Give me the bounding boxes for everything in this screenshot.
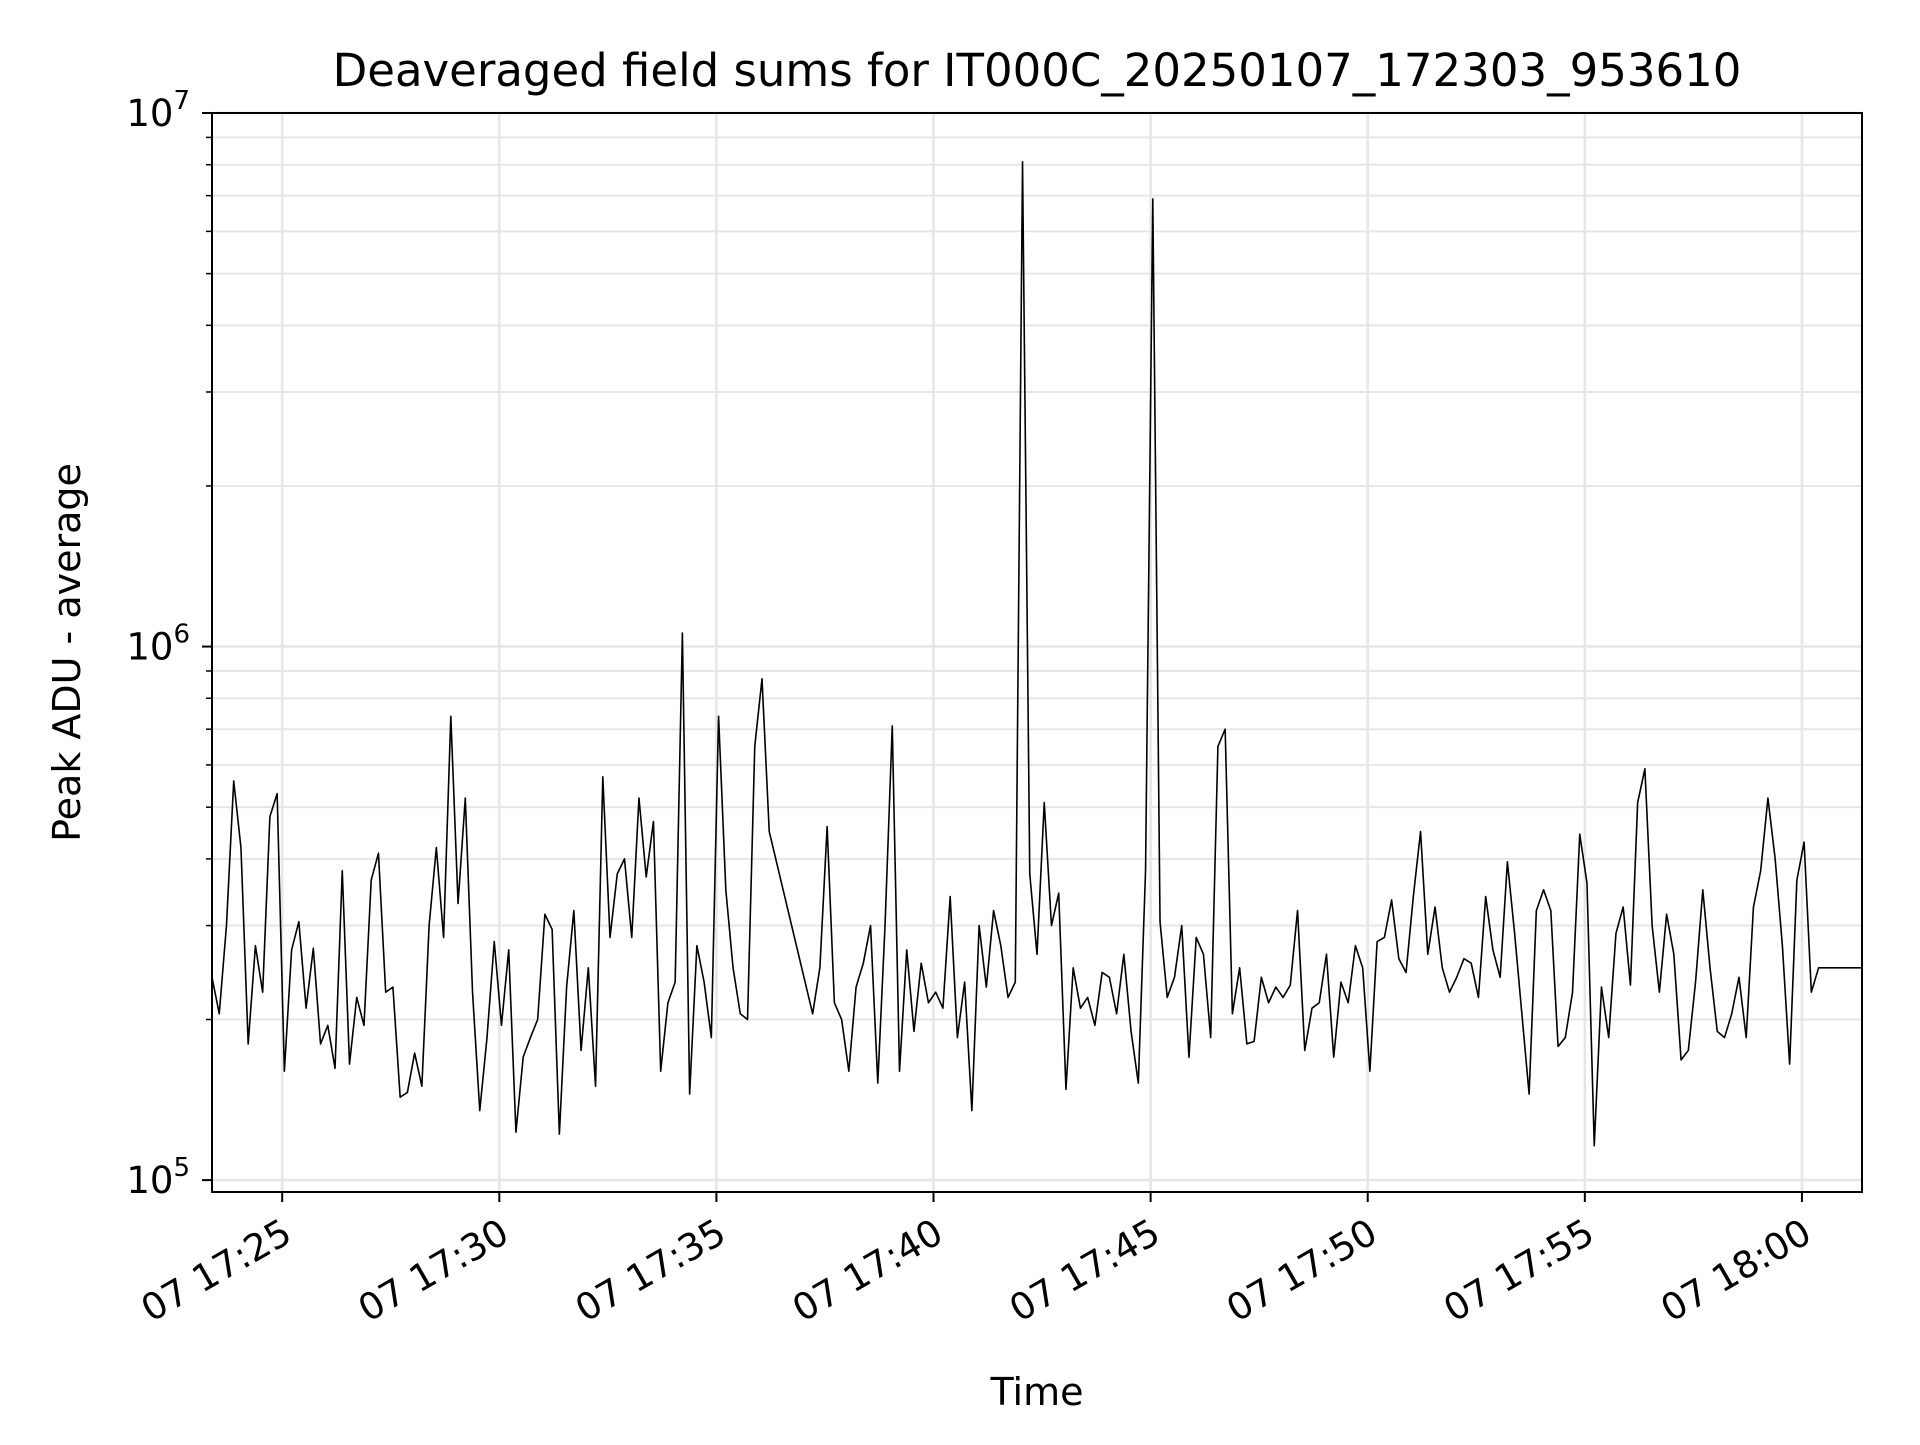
y-tick-base: 10 bbox=[126, 92, 173, 135]
y-tick-exponent: 6 bbox=[173, 620, 190, 650]
x-axis-label: Time bbox=[990, 1370, 1084, 1414]
y-tick-label: 107 bbox=[126, 86, 190, 135]
y-tick-base: 10 bbox=[126, 1159, 173, 1202]
y-tick-exponent: 5 bbox=[173, 1153, 190, 1183]
y-tick-label: 106 bbox=[126, 620, 190, 669]
grid bbox=[212, 111, 1862, 1192]
y-tick-base: 10 bbox=[126, 626, 173, 669]
plot-frame bbox=[211, 112, 1863, 1193]
series-line-group bbox=[211, 161, 1862, 1147]
y-tick-exponent: 7 bbox=[173, 86, 190, 116]
y-tick-label: 105 bbox=[126, 1153, 190, 1202]
y-axis-label: Peak ADU - average bbox=[45, 463, 89, 842]
series-line bbox=[211, 161, 1862, 1147]
chart-title: Deaveraged field sums for IT000C_2025010… bbox=[333, 44, 1742, 97]
